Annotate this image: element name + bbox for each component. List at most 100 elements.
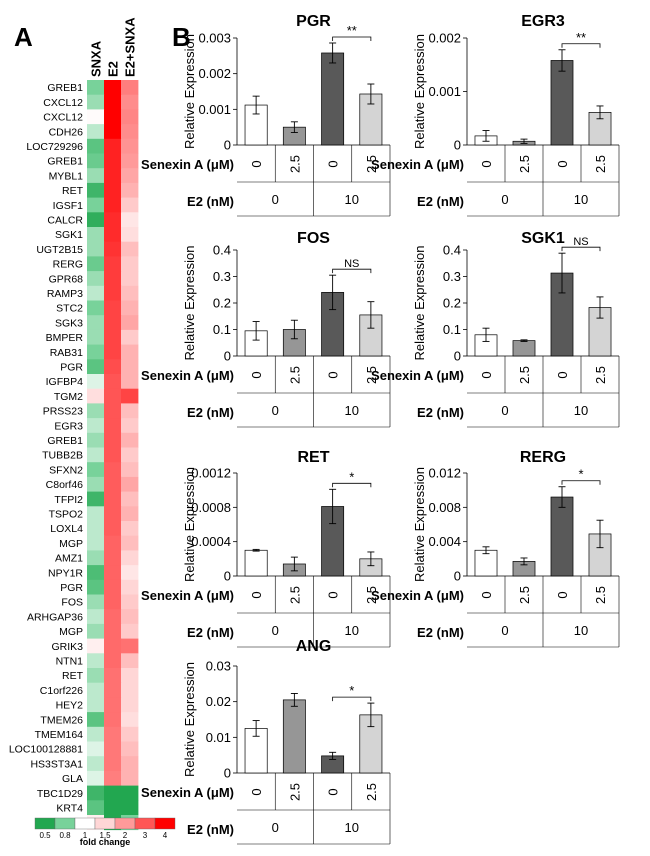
y-tick-label: 0.0012: [191, 466, 231, 481]
significance-bracket: [561, 43, 601, 48]
y-tick-label: 0.03: [206, 659, 231, 674]
heatmap-cell: [121, 315, 139, 331]
heatmap-cell: [121, 344, 139, 360]
heatmap-cell: [121, 682, 139, 698]
heatmap-cell: [104, 315, 122, 331]
heatmap-cell: [121, 388, 139, 404]
y-axis-label: Relative Expression: [412, 34, 427, 149]
panel-a-label: A: [14, 22, 33, 52]
y-tick-label: 0.008: [428, 500, 461, 515]
heatmap-cell: [104, 770, 122, 786]
senexin-row-label: Senexin A (μM): [141, 368, 234, 383]
heatmap-cell: [121, 241, 139, 257]
heatmap-cell: [87, 388, 105, 404]
heatmap-cell: [104, 94, 122, 110]
heatmap-cell: [121, 668, 139, 684]
legend-tick-label: 4: [163, 831, 168, 840]
y-tick-label: 0.2: [443, 296, 461, 311]
heatmap-cell: [121, 80, 139, 96]
heatmap-cell: [104, 197, 122, 213]
heatmap-cell: [87, 447, 105, 463]
legend-tick-label: 0.5: [39, 831, 51, 840]
chart-title: FOS: [297, 230, 330, 247]
heatmap-cell: [121, 579, 139, 595]
heatmap-cell: [104, 594, 122, 610]
e2-row-label: E2 (nM): [187, 405, 234, 420]
chart-title: EGR3: [521, 13, 565, 30]
heatmap-cell: [87, 418, 105, 434]
senexin-value: 0: [326, 591, 341, 598]
y-tick-label: 0.02: [206, 694, 231, 709]
heatmap-cell: [104, 579, 122, 595]
heatmap-gene-labels: GREB1 CXCL12 CXCL12 CDH26 LOC729296 GREB1 MYBL…: [9, 82, 84, 829]
heatmap-cell: [104, 741, 122, 757]
heatmap-cell: [87, 300, 105, 316]
bar: [321, 52, 345, 146]
heatmap-cell: [87, 535, 105, 551]
heatmap-gene-label: RET: [62, 670, 84, 682]
heatmap-cell: [104, 241, 122, 257]
chart-title: RET: [298, 449, 330, 466]
heatmap-gene-label: FOS: [61, 597, 83, 609]
e2-value: 10: [574, 623, 588, 638]
heatmap-cell: [87, 476, 105, 492]
heatmap-gene-label: KRT4: [56, 802, 83, 814]
chart-title: ANG: [296, 638, 332, 655]
y-tick-label: 0.002: [428, 31, 461, 46]
legend-swatch: [154, 817, 176, 830]
e2-value: 0: [501, 623, 508, 638]
heatmap-gene-label: IGSF1: [53, 200, 84, 212]
bar: [512, 340, 536, 357]
heatmap-cell: [87, 344, 105, 360]
senexin-value: 0: [249, 371, 264, 378]
y-tick-label: 0.4: [213, 243, 231, 258]
significance-bracket: [332, 696, 372, 702]
y-tick-label: 0.2: [213, 296, 231, 311]
y-tick-label: 0: [454, 138, 461, 153]
legend-tick-label: 0.8: [59, 831, 71, 840]
e2-value: 10: [574, 403, 588, 418]
heatmap-gene-label: GREB1: [47, 156, 83, 168]
heatmap-gene-label: UGT2B15: [36, 244, 83, 256]
heatmap-cell: [87, 609, 105, 625]
senexin-value: 2.5: [593, 586, 608, 604]
heatmap-cell: [121, 418, 139, 434]
heatmap-gene-label: C8orf46: [46, 479, 84, 491]
heatmap-cell: [121, 168, 139, 184]
heatmap-cell: [121, 329, 139, 345]
e2-row-label: E2 (nM): [187, 194, 234, 209]
y-tick-label: 0.004: [428, 534, 461, 549]
heatmap-cell: [104, 256, 122, 272]
heatmap-gene-label: TBC1D29: [37, 788, 83, 800]
heatmap-cell: [121, 712, 139, 728]
y-tick-label: 0.4: [443, 243, 461, 258]
e2-row-label: E2 (nM): [417, 194, 464, 209]
bar: [282, 699, 306, 774]
heatmap-cell: [121, 594, 139, 610]
heatmap-cell: [104, 374, 122, 390]
heatmap-cell: [121, 491, 139, 507]
heatmap-cell: [104, 638, 122, 654]
legend-swatch: [34, 817, 56, 830]
heatmap-cell: [87, 241, 105, 257]
senexin-value: 0: [479, 371, 494, 378]
heatmap-gene-label: GPR68: [49, 273, 84, 285]
e2-value: 10: [345, 820, 359, 835]
heatmap-gene-label: GREB1: [47, 435, 83, 447]
heatmap-cell: [121, 212, 139, 228]
heatmap-gene-label: TFPI2: [54, 494, 83, 506]
heatmap-gene-label: PGR: [60, 582, 83, 594]
e2-value: 0: [501, 192, 508, 207]
heatmap-cell: [104, 285, 122, 301]
heatmap-cell: [121, 256, 139, 272]
senexin-value: 2.5: [364, 366, 379, 384]
heatmap-cell: [104, 447, 122, 463]
heatmap-cell: [104, 756, 122, 772]
significance-mark: **: [347, 23, 357, 38]
senexin-value: 2.5: [364, 586, 379, 604]
heatmap-gene-label: RERG: [53, 259, 83, 271]
y-axis-label: Relative Expression: [182, 34, 197, 149]
heatmap-column-header: E2+SNXA: [123, 17, 138, 77]
significance-mark: **: [576, 30, 586, 45]
